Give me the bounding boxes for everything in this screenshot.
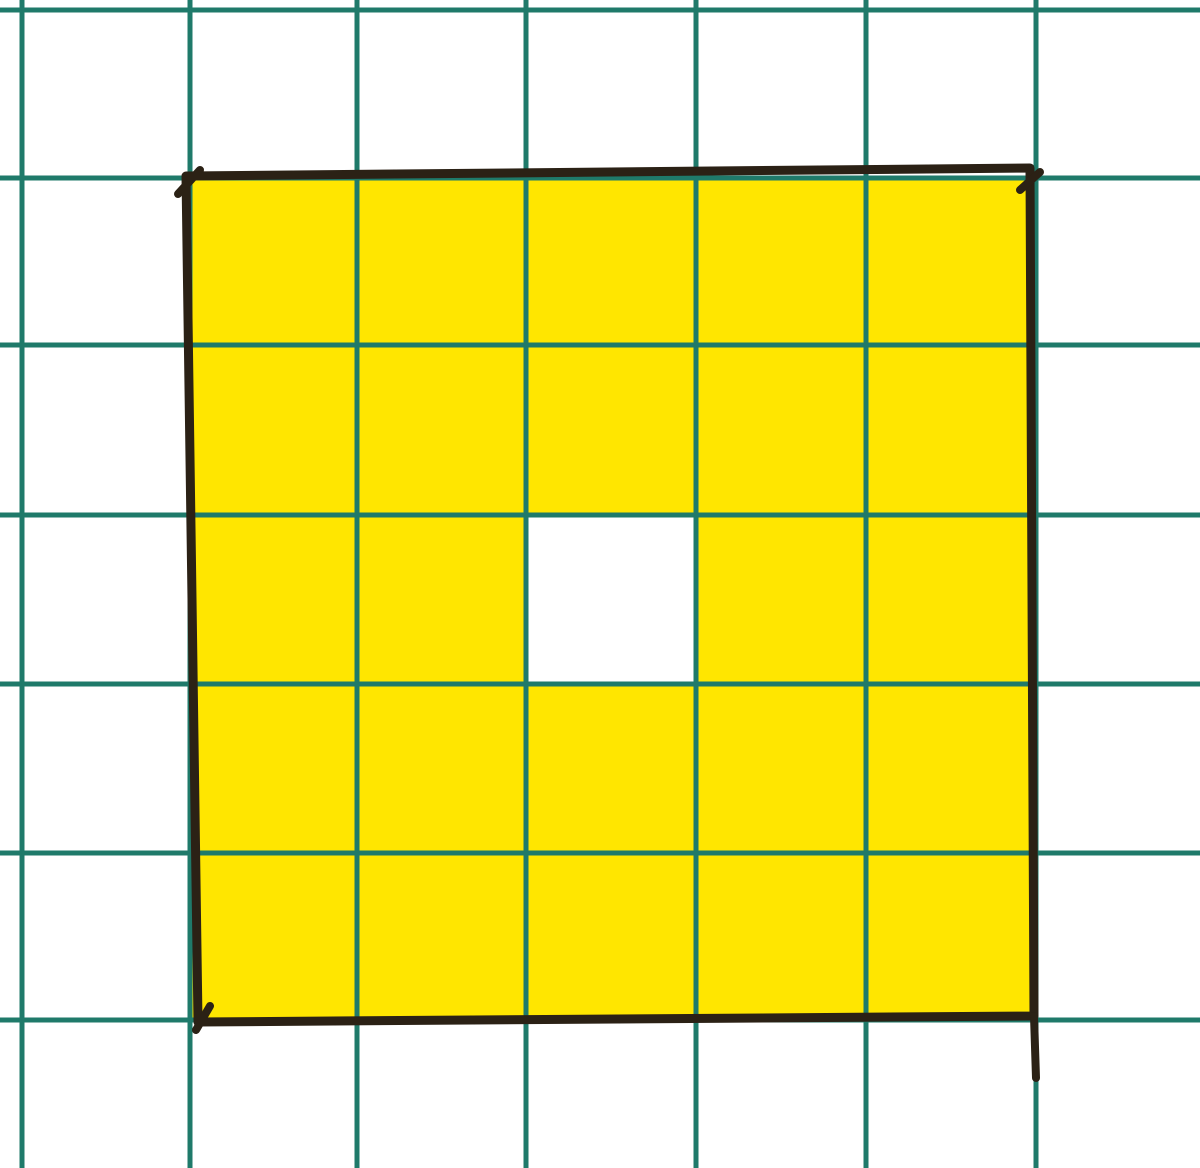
filled-cell [190,514,360,684]
filled-cell [866,178,1036,347]
ink-stroke [1030,1012,1040,1082]
filled-cell [697,346,867,515]
filled-cell [866,851,1036,1020]
filled-cell [866,683,1036,852]
ink-stroke [1016,168,1044,194]
filled-cell [697,514,867,684]
square-outline [174,163,1044,1082]
filled-cell [697,683,867,852]
square-cells [190,178,1036,1020]
filled-cell [190,346,360,515]
filled-cell [697,851,867,1020]
filled-cell [190,851,360,1020]
filled-cell [359,346,529,515]
filled-cell [359,683,529,852]
filled-cell [190,178,360,347]
filled-cell [359,851,529,1020]
filled-cell [528,346,698,515]
filled-cell [528,178,698,347]
filled-cell [359,514,529,684]
filled-cell [866,514,1036,684]
filled-cell [190,683,360,852]
filled-cell [697,178,867,347]
filled-cell [528,683,698,852]
unfilled-cell [528,514,698,684]
ink-stroke [192,1002,214,1034]
filled-cell [866,346,1036,515]
filled-cell [528,851,698,1020]
filled-cell [359,178,529,347]
ink-stroke [174,166,204,198]
